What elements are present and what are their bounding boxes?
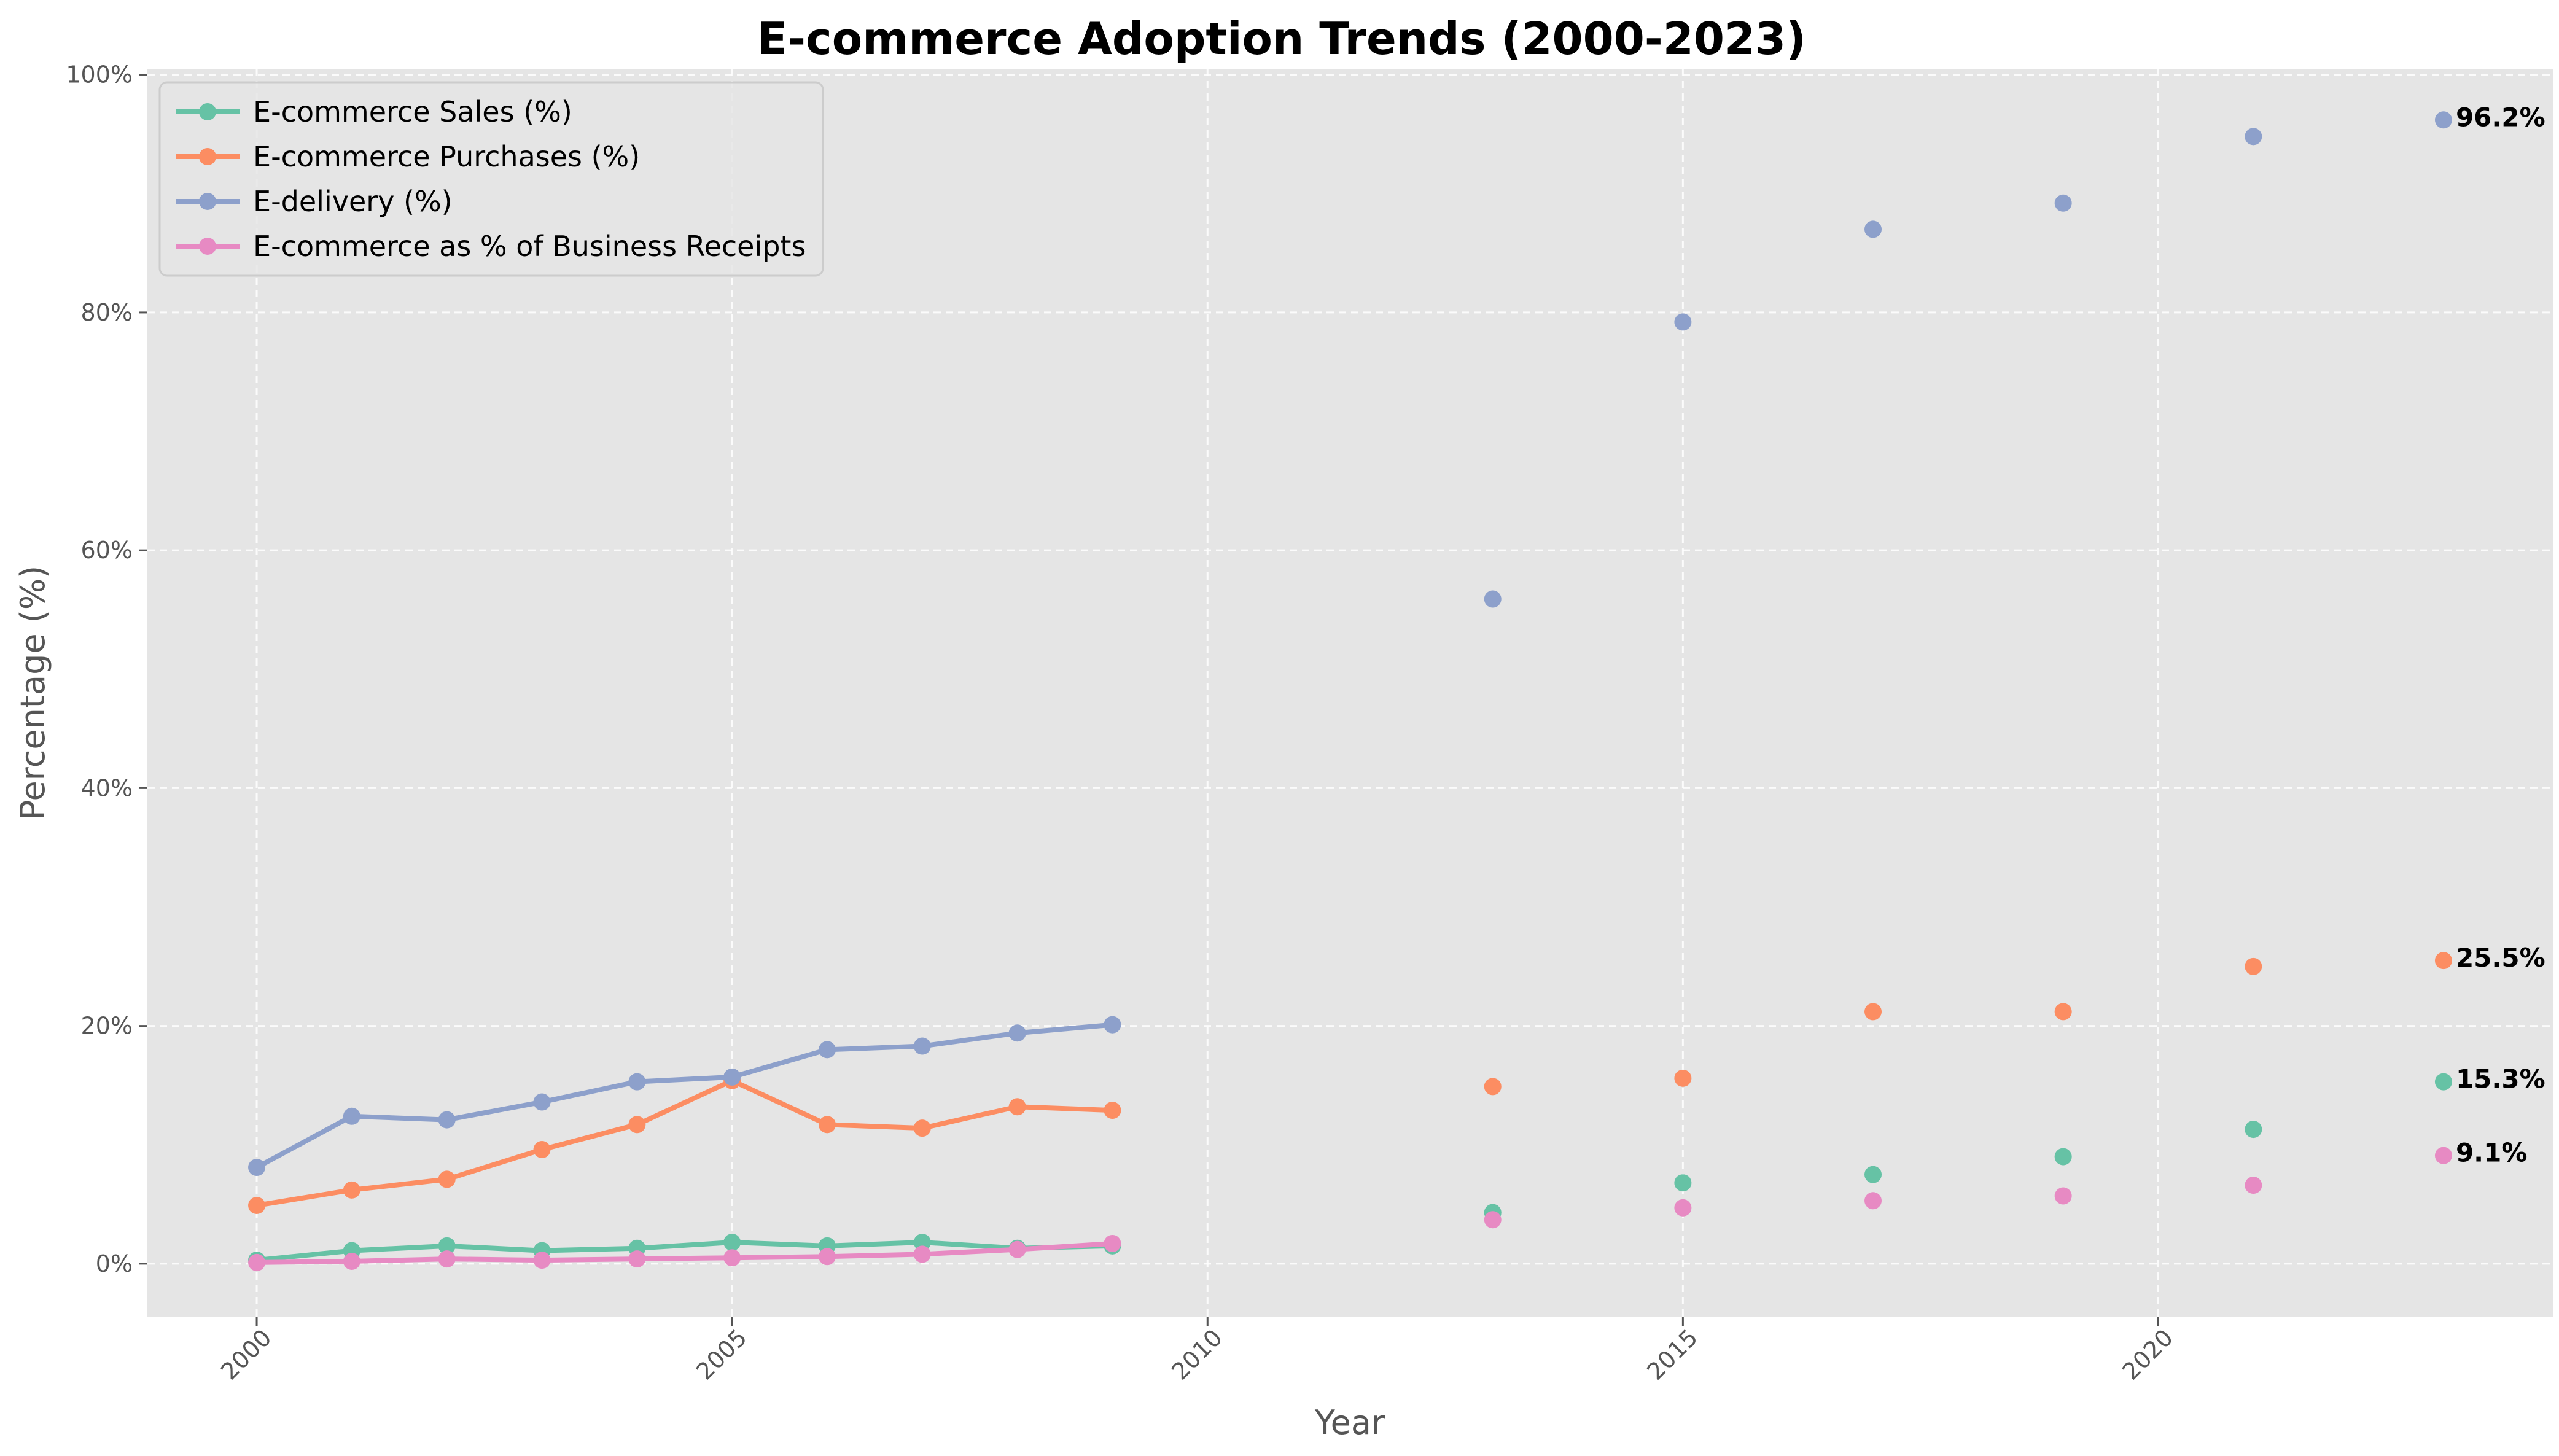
y-tick-label: 60% <box>81 537 133 564</box>
data-point <box>1484 1211 1502 1229</box>
data-point <box>723 1249 741 1267</box>
data-point <box>913 1119 931 1137</box>
data-point <box>533 1140 551 1158</box>
data-point <box>248 1159 266 1177</box>
legend-label: E-delivery (%) <box>253 185 453 218</box>
legend-label: E-commerce Sales (%) <box>253 95 572 128</box>
grid <box>147 69 2553 1317</box>
legend-label: E-commerce as % of Business Receipts <box>253 230 806 263</box>
y-tick-label: 100% <box>66 61 133 88</box>
legend: E-commerce Sales (%) E-commerce Purchases… <box>158 81 824 277</box>
data-point <box>2054 1148 2072 1166</box>
data-point <box>1674 1199 1692 1217</box>
data-point <box>1008 1240 1026 1258</box>
data-point <box>1484 1078 1502 1096</box>
data-point <box>2054 194 2072 212</box>
legend-item: E-commerce Purchases (%) <box>176 140 640 173</box>
data-point <box>1104 1016 1121 1034</box>
chart-title: E-commerce Adoption Trends (2000-2023) <box>757 13 1806 64</box>
data-point <box>1008 1098 1026 1116</box>
data-point <box>2245 128 2262 146</box>
legend-swatch-marker <box>199 193 216 210</box>
end-value-label: 9.1% <box>2456 1138 2527 1168</box>
data-point <box>1864 1192 1882 1210</box>
data-point <box>818 1116 836 1134</box>
data-point <box>818 1041 836 1059</box>
data-point <box>2434 1147 2452 1164</box>
data-point <box>913 1234 931 1252</box>
data-point <box>343 1107 360 1125</box>
y-tick-label: 40% <box>81 774 133 801</box>
data-point <box>1104 1234 1121 1252</box>
y-tick-label: 80% <box>81 299 133 326</box>
data-point <box>438 1111 456 1129</box>
data-point <box>1008 1024 1026 1042</box>
legend-swatch-marker <box>199 148 216 165</box>
data-point <box>2434 1073 2452 1091</box>
data-point <box>533 1252 551 1269</box>
data-point <box>1484 590 1502 608</box>
legend-swatch-marker <box>199 238 216 255</box>
data-point <box>2245 1121 2262 1139</box>
series-group <box>248 111 2452 1177</box>
data-point <box>628 1116 646 1134</box>
data-point <box>818 1248 836 1266</box>
data-point <box>2245 957 2262 975</box>
series <box>248 111 2452 1271</box>
legend-box <box>158 81 824 277</box>
x-axis-label: Year <box>1314 1403 1385 1442</box>
data-point <box>1864 1003 1882 1021</box>
data-point <box>723 1234 741 1252</box>
data-point <box>2434 111 2452 129</box>
data-point <box>533 1093 551 1111</box>
end-labels: 15.3% 25.5% 96.2% 9.1% <box>2456 102 2545 1167</box>
data-point <box>343 1181 360 1199</box>
data-point <box>438 1250 456 1268</box>
series-group <box>248 952 2452 1214</box>
data-point <box>2054 1003 2072 1021</box>
data-point <box>438 1237 456 1255</box>
legend-item: E-delivery (%) <box>176 185 453 218</box>
end-value-label: 96.2% <box>2456 102 2545 132</box>
y-axis-label: Percentage (%) <box>14 566 52 820</box>
legend-item: E-commerce as % of Business Receipts <box>176 230 806 263</box>
series-line <box>254 1078 1115 1208</box>
data-point <box>248 1196 266 1214</box>
data-point <box>1674 1174 1692 1192</box>
plot-area <box>147 69 2553 1317</box>
data-point <box>2434 952 2452 970</box>
data-point <box>723 1068 741 1086</box>
series-line <box>254 1022 1115 1170</box>
data-point <box>343 1252 360 1270</box>
data-point <box>913 1245 931 1263</box>
data-point <box>913 1037 931 1055</box>
data-point <box>1864 220 1882 238</box>
y-tick-label: 20% <box>81 1013 133 1040</box>
series-line <box>254 1240 1115 1265</box>
data-point <box>1864 1166 1882 1183</box>
series-line <box>254 1240 1115 1263</box>
data-point <box>1674 313 1692 331</box>
data-point <box>438 1170 456 1188</box>
legend-swatch-marker <box>199 103 216 120</box>
data-point <box>628 1250 646 1268</box>
legend-label: E-commerce Purchases (%) <box>253 140 640 173</box>
legend-item: E-commerce Sales (%) <box>176 95 572 128</box>
data-point <box>628 1073 646 1091</box>
data-point <box>1674 1069 1692 1087</box>
y-tick-label: 0% <box>96 1250 133 1277</box>
end-value-label: 25.5% <box>2456 943 2545 973</box>
data-point <box>248 1253 266 1271</box>
data-point <box>1104 1102 1121 1119</box>
data-point <box>2054 1187 2072 1205</box>
series-group <box>248 1147 2452 1271</box>
data-point <box>2245 1177 2262 1194</box>
end-value-label: 15.3% <box>2456 1064 2545 1094</box>
